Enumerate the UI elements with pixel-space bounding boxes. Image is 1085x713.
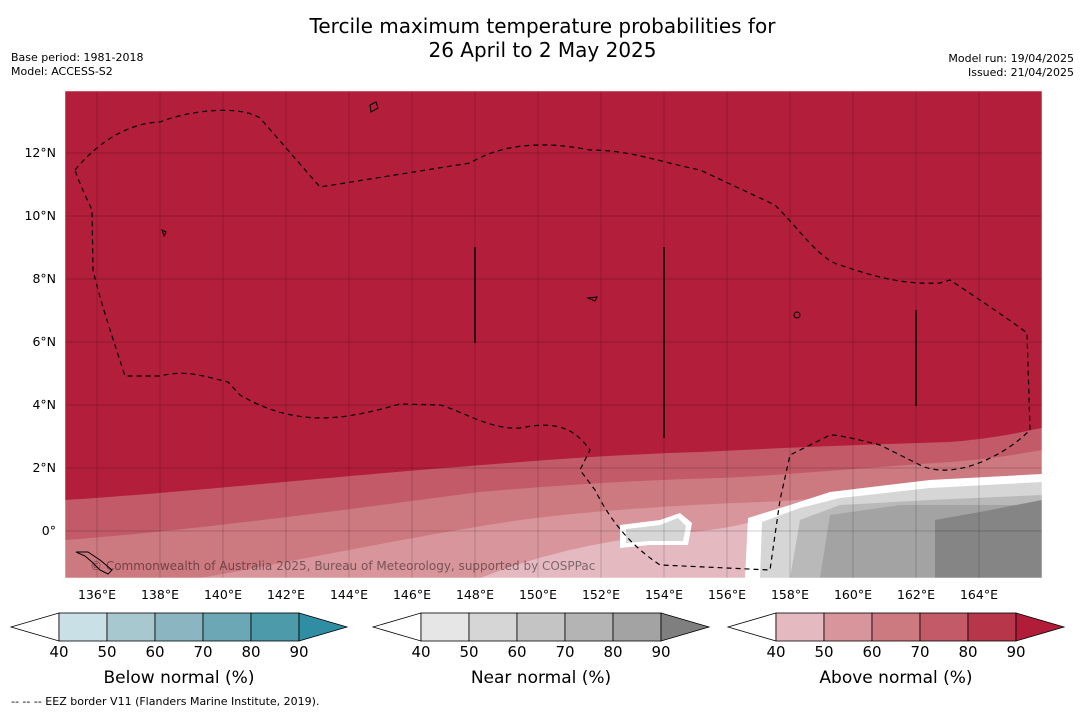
colorbar-tick: 80 <box>958 643 978 661</box>
colorbar-tick: 90 <box>1006 643 1026 661</box>
lat-label: 4°N <box>32 397 56 412</box>
lon-label: 154°E <box>644 587 683 602</box>
colorbar-tick: 50 <box>459 643 479 661</box>
lon-label: 156°E <box>707 587 746 602</box>
lat-label: 8°N <box>32 271 56 286</box>
lon-label: 152°E <box>581 587 620 602</box>
colorbar-tick: 50 <box>814 643 834 661</box>
eez-border <box>74 109 1031 571</box>
lon-label: 146°E <box>392 587 431 602</box>
colorbar-tick: 70 <box>555 643 575 661</box>
near-normal-90 <box>935 500 1042 578</box>
colorbar-title-above: Above normal (%) <box>819 668 973 688</box>
lon-label: 144°E <box>329 587 368 602</box>
colorbar-tick: 40 <box>411 643 431 661</box>
colorbar-segment <box>202 612 252 642</box>
colorbar-segment <box>871 612 921 642</box>
lon-label: 142°E <box>266 587 305 602</box>
colorbar-extend-low <box>10 612 60 642</box>
colorbar-tick: 60 <box>145 643 165 661</box>
colorbar-tick: 80 <box>241 643 261 661</box>
colorbar-tick: 40 <box>49 643 69 661</box>
lon-label: 136°E <box>77 587 116 602</box>
lon-label: 162°E <box>896 587 935 602</box>
model-text: Model: ACCESS-S2 <box>11 65 113 78</box>
colorbar-extend-low <box>727 612 777 642</box>
colorbar-below-normal <box>10 612 349 642</box>
base-period-text: Base period: 1981-2018 <box>11 51 144 64</box>
colorbar-segment <box>468 612 518 642</box>
colorbar-above-normal <box>727 612 1066 642</box>
lat-label: 10°N <box>24 208 56 223</box>
colorbar-extend-high <box>1015 612 1066 642</box>
colorbar-near-normal <box>372 612 711 642</box>
colorbar-segment <box>58 612 108 642</box>
lon-label: 148°E <box>455 587 494 602</box>
colorbar-segment <box>106 612 156 642</box>
colorbar-title-near: Near normal (%) <box>470 668 612 688</box>
lon-label: 140°E <box>203 587 242 602</box>
colorbar-tick: 90 <box>289 643 309 661</box>
colorbar-segment <box>420 612 470 642</box>
colorbar-tick: 70 <box>193 643 213 661</box>
title-line-2: 26 April to 2 May 2025 <box>428 38 657 62</box>
colorbar-segment <box>564 612 614 642</box>
map-title: Tercile maximum temperature probabilitie… <box>0 14 1085 62</box>
colorbar-segment <box>154 612 204 642</box>
lon-label: 150°E <box>518 587 557 602</box>
title-line-1: Tercile maximum temperature probabilitie… <box>309 14 776 38</box>
eez-footnote: -- -- -- EEZ border V11 (Flanders Marine… <box>11 695 320 708</box>
lon-label: 164°E <box>959 587 998 602</box>
colorbar-extend-high <box>660 612 711 642</box>
colorbar-segment <box>823 612 873 642</box>
colorbar-tick: 40 <box>766 643 786 661</box>
near-normal-patch-inner <box>626 518 686 543</box>
lat-label: 0° <box>41 523 56 538</box>
meta-left: Base period: 1981-2018 Model: ACCESS-S2 <box>11 51 143 79</box>
lat-label: 6°N <box>32 334 56 349</box>
lon-label: 158°E <box>770 587 809 602</box>
colorbar-tick: 60 <box>862 643 882 661</box>
colorbar-tick: 90 <box>651 643 671 661</box>
colorbar-tick: 60 <box>507 643 527 661</box>
map-credit: © Commonwealth of Australia 2025, Bureau… <box>90 559 595 573</box>
lat-label: 12°N <box>24 145 56 160</box>
colorbar-title-below: Below normal (%) <box>103 668 255 688</box>
lon-label: 160°E <box>833 587 872 602</box>
issued-text: Issued: 21/04/2025 <box>967 66 1074 79</box>
colorbar-segment <box>919 612 969 642</box>
colorbar-extend-low <box>372 612 422 642</box>
colorbar-tick: 50 <box>97 643 117 661</box>
colorbar-tick: 70 <box>910 643 930 661</box>
lon-label: 138°E <box>140 587 179 602</box>
graticule <box>65 91 1042 578</box>
colorbar-segment <box>250 612 300 642</box>
colorbar-tick: 80 <box>603 643 623 661</box>
colorbar-segment <box>516 612 566 642</box>
model-run-text: Model run: 19/04/2025 <box>948 52 1074 65</box>
meta-right: Model run: 19/04/2025 Issued: 21/04/2025 <box>948 52 1074 80</box>
islands <box>75 101 801 575</box>
colorbar-segment <box>612 612 662 642</box>
colorbar-extend-high <box>298 612 349 642</box>
colorbar-segment <box>967 612 1017 642</box>
band-40 <box>480 520 760 578</box>
lat-label: 2°N <box>32 460 56 475</box>
colorbar-segment <box>775 612 825 642</box>
